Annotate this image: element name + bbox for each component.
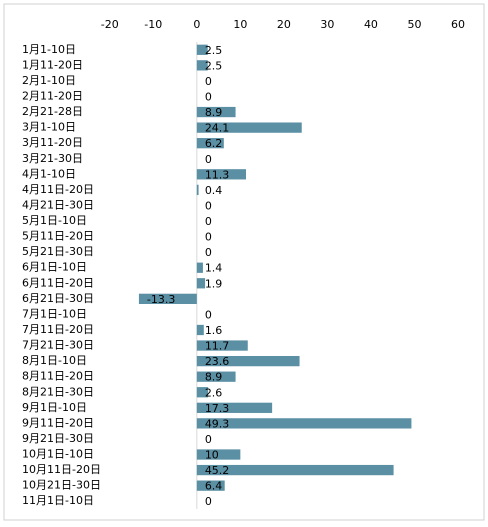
x-tick-label: 10	[233, 18, 247, 31]
y-tick-label: 3月11-20日	[22, 136, 83, 149]
y-tick-label: 1月11-20日	[22, 58, 83, 71]
value-label: 2.6	[205, 386, 223, 399]
x-tick-label: -20	[101, 18, 119, 31]
value-label: 24.1	[205, 122, 230, 135]
x-tick-label: 40	[364, 18, 378, 31]
value-label: 8.9	[205, 106, 223, 119]
bar	[196, 138, 224, 149]
bar	[196, 44, 208, 55]
value-label: 0	[205, 153, 212, 166]
value-label: 0	[205, 75, 212, 88]
bar	[196, 184, 199, 196]
value-label: 0	[205, 246, 212, 259]
bar	[196, 418, 412, 429]
x-tick-label: 0	[193, 18, 200, 31]
y-tick-label: 7月1日-10日	[22, 307, 87, 320]
bar	[196, 371, 236, 382]
bar	[196, 387, 209, 398]
x-tick-label: 50	[407, 18, 421, 31]
bar	[196, 464, 394, 476]
y-tick-label: 1月1-10日	[22, 43, 76, 56]
y-tick-label: 7月21日-30日	[22, 339, 94, 352]
value-label: 0	[205, 433, 212, 446]
y-tick-label: 3月21-30日	[22, 152, 83, 165]
value-label: 6.2	[205, 137, 223, 150]
value-label: 10	[205, 449, 219, 462]
value-label: 17.3	[205, 402, 230, 415]
y-tick-label: 10月21日-30日	[22, 479, 101, 492]
bar	[138, 293, 197, 304]
bar	[196, 60, 208, 71]
x-tick-label: 20	[277, 18, 291, 31]
y-tick-label: 4月21日-30日	[22, 198, 94, 211]
y-tick-label: 6月21日-30日	[22, 292, 94, 305]
value-label: 0	[205, 90, 212, 103]
value-label: 2.5	[205, 44, 223, 57]
y-tick-label: 6月11日-20日	[22, 276, 94, 289]
y-tick-label: 5月11日-20日	[22, 230, 94, 243]
chart-border	[3, 3, 485, 521]
value-label: 8.9	[205, 371, 223, 384]
y-tick-label: 9月11日-20日	[22, 416, 94, 429]
bar	[196, 106, 236, 118]
x-tick-label: 30	[320, 18, 334, 31]
value-label: 0	[205, 215, 212, 228]
y-tick-label: 6月1日-10日	[22, 261, 87, 274]
y-tick-label: 2月1-10日	[22, 74, 76, 87]
value-label: 0	[205, 308, 212, 321]
bar	[196, 355, 300, 367]
y-tick-label: 7月11日-20日	[22, 323, 94, 336]
x-tick-label: -10	[144, 18, 162, 31]
bar	[196, 324, 204, 336]
bar	[196, 402, 273, 413]
y-tick-label: 4月11日-20日	[22, 183, 94, 196]
y-tick-label: 5月1日-10日	[22, 214, 87, 227]
bar	[196, 449, 241, 460]
bar	[196, 278, 206, 289]
y-tick-label: 10月1日-10日	[22, 448, 94, 461]
value-label: 0	[205, 231, 212, 244]
y-tick-label: 4月1-10日	[22, 167, 76, 180]
y-tick-label: 9月1日-10日	[22, 401, 87, 414]
y-tick-label: 8月11日-20日	[22, 370, 94, 383]
y-tick-label: 2月11-20日	[22, 89, 83, 102]
x-tick-label: 60	[451, 18, 465, 31]
value-label: 0.4	[205, 184, 223, 197]
value-label: 1.6	[205, 324, 223, 337]
y-tick-label: 8月1日-10日	[22, 354, 87, 367]
value-label: 23.6	[205, 355, 230, 368]
bar	[196, 262, 203, 273]
value-label: 6.4	[205, 480, 223, 493]
value-label: 45.2	[205, 464, 230, 477]
value-label: 11.7	[205, 340, 230, 353]
value-label: 2.5	[205, 59, 223, 72]
y-tick-label: 2月21-28日	[22, 105, 83, 118]
value-label: 11.3	[205, 168, 230, 181]
y-tick-label: 8月21日-30日	[22, 385, 94, 398]
y-tick-label: 3月1-10日	[22, 121, 76, 134]
value-label: 0	[205, 199, 212, 212]
bar	[196, 169, 247, 180]
y-tick-label: 9月21日-30日	[22, 432, 94, 445]
value-label: -13.3	[147, 293, 175, 306]
bar	[196, 480, 225, 491]
value-label: 0	[205, 495, 212, 508]
y-tick-label: 5月21日-30日	[22, 245, 94, 258]
bar	[196, 340, 248, 351]
y-tick-label: 11月1日-10日	[22, 494, 94, 507]
value-label: 1.4	[205, 262, 223, 275]
bar	[196, 122, 302, 133]
y-tick-label: 10月11日-20日	[22, 463, 101, 476]
value-label: 1.9	[205, 277, 223, 290]
value-label: 49.3	[205, 417, 230, 430]
